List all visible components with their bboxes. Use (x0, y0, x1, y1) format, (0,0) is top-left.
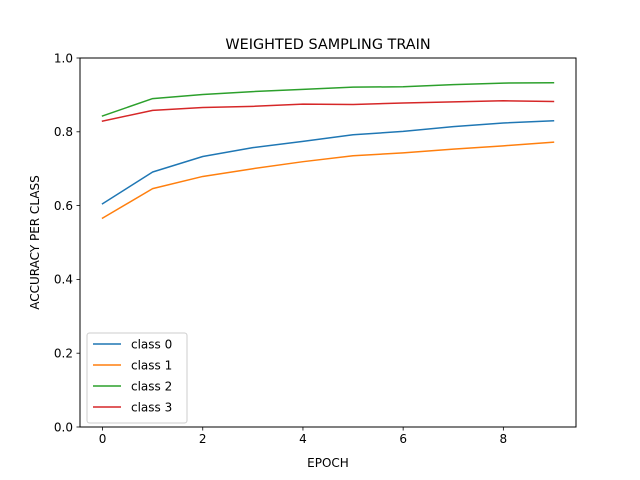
x-axis-label: EPOCH (307, 456, 349, 470)
legend-box (86, 332, 188, 424)
y-tick-label: 0.4 (54, 273, 73, 287)
legend-label-class-3: class 3 (131, 400, 172, 414)
y-tick-label: 0.8 (54, 125, 73, 139)
legend-label-class-0: class 0 (131, 337, 172, 351)
x-tick-label: 6 (399, 432, 407, 446)
series-line-class-1 (101, 141, 555, 220)
legend: class 0 class 1 class 2 class 3 (86, 332, 188, 424)
series-layer (101, 81, 555, 220)
plot-frame (79, 57, 577, 428)
x-tick-label: 4 (299, 432, 307, 446)
x-tick-label: 2 (199, 432, 207, 446)
x-tick-label: 8 (500, 432, 508, 446)
chart-title: WEIGHTED SAMPLING TRAIN (225, 37, 430, 53)
series-line-class-0 (101, 119, 555, 205)
y-tick-label: 1.0 (54, 51, 73, 65)
legend-label-class-2: class 2 (131, 379, 172, 393)
y-tick-label: 0.2 (54, 347, 73, 361)
y-axis-label: ACCURACY PER CLASS (28, 175, 42, 309)
x-tick-label: 0 (99, 432, 107, 446)
legend-label-class-1: class 1 (131, 358, 172, 372)
series-line-class-3 (101, 100, 555, 122)
series-line-class-2 (101, 81, 555, 117)
y-tick-label: 0.6 (54, 199, 73, 213)
ticks-layer: 0 2 4 6 8 0.0 0.2 0.4 0.6 0.8 1.0 (54, 51, 507, 446)
y-tick-label: 0.0 (54, 420, 73, 434)
